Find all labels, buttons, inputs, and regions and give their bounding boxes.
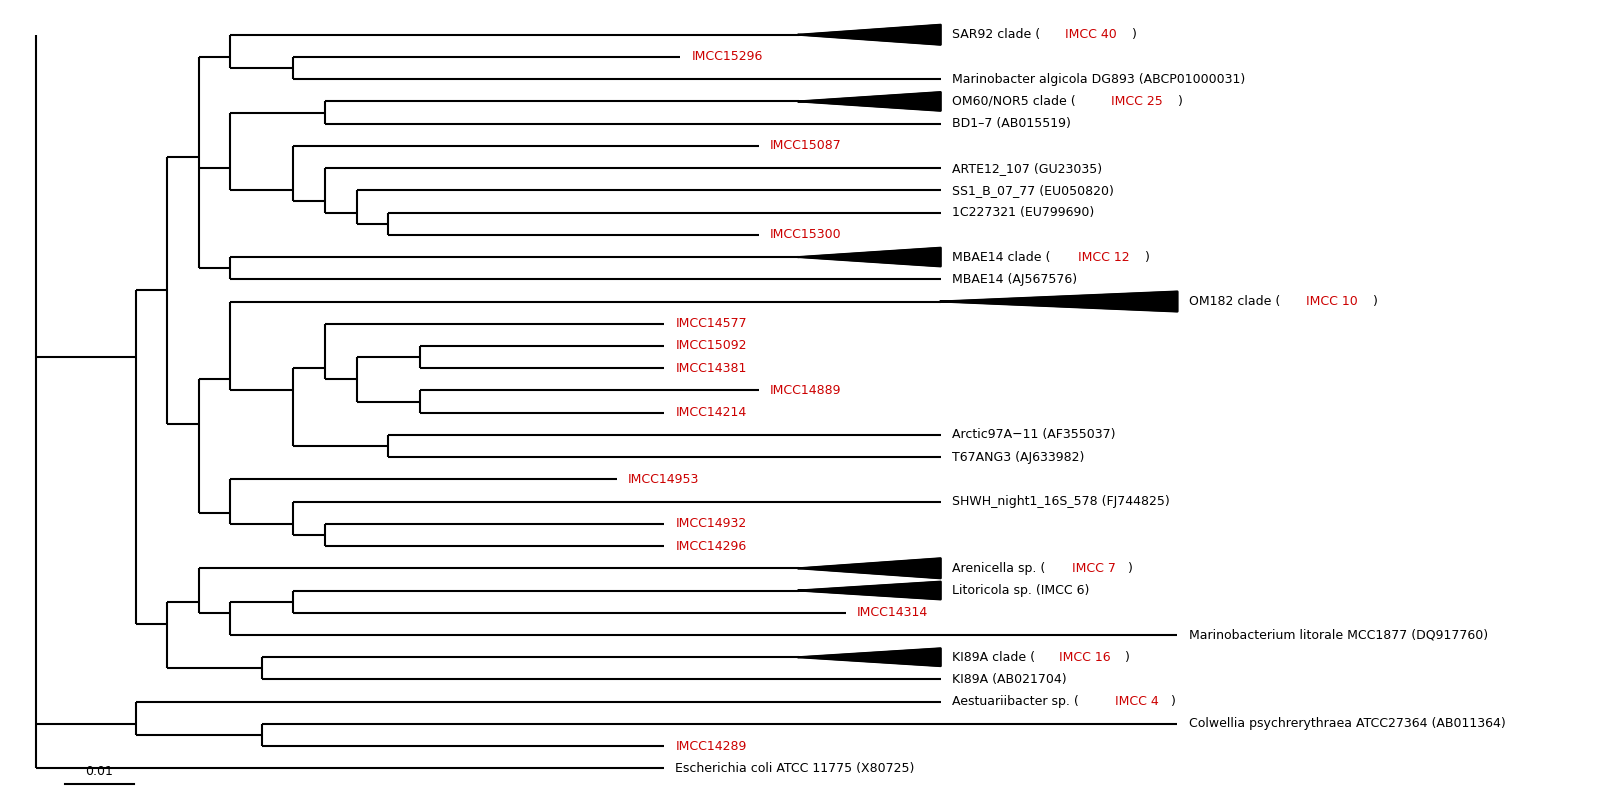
Text: ): ) <box>1129 562 1134 575</box>
Text: KI89A clade (: KI89A clade ( <box>952 651 1034 664</box>
Text: OM182 clade (: OM182 clade ( <box>1189 295 1279 308</box>
Text: IMCC14889: IMCC14889 <box>769 384 842 397</box>
Text: BD1–7 (AB015519): BD1–7 (AB015519) <box>952 117 1071 130</box>
Text: ARTE12_107 (GU23035): ARTE12_107 (GU23035) <box>952 162 1102 174</box>
Text: IMCC 40: IMCC 40 <box>1065 29 1116 41</box>
Polygon shape <box>798 558 940 578</box>
Polygon shape <box>798 92 940 111</box>
Text: MBAE14 clade (: MBAE14 clade ( <box>952 250 1050 264</box>
Polygon shape <box>940 291 1177 311</box>
Text: IMCC15296: IMCC15296 <box>692 51 763 63</box>
Text: 1C227321 (EU799690): 1C227321 (EU799690) <box>952 206 1094 219</box>
Text: 0.01: 0.01 <box>85 765 113 779</box>
Polygon shape <box>798 25 940 44</box>
Text: T67ANG3 (AJ633982): T67ANG3 (AJ633982) <box>952 451 1084 463</box>
Text: ): ) <box>1132 29 1137 41</box>
Text: IMCC 12: IMCC 12 <box>1079 250 1131 264</box>
Text: IMCC 4: IMCC 4 <box>1115 695 1158 708</box>
Text: IMCC 16: IMCC 16 <box>1058 651 1110 664</box>
Text: MBAE14 (AJ567576): MBAE14 (AJ567576) <box>952 272 1077 286</box>
Text: Marinobacter algicola DG893 (ABCP01000031): Marinobacter algicola DG893 (ABCP0100003… <box>952 73 1245 86</box>
Text: Marinobacterium litorale MCC1877 (DQ917760): Marinobacterium litorale MCC1877 (DQ9177… <box>1189 629 1487 642</box>
Text: IMCC 7: IMCC 7 <box>1073 562 1116 575</box>
Text: SS1_B_07_77 (EU050820): SS1_B_07_77 (EU050820) <box>952 184 1113 197</box>
Text: OM60/NOR5 clade (: OM60/NOR5 clade ( <box>952 95 1076 108</box>
Text: Escherichia coli ATCC 11775 (X80725): Escherichia coli ATCC 11775 (X80725) <box>676 762 915 775</box>
Polygon shape <box>798 248 940 266</box>
Text: ): ) <box>1171 695 1176 708</box>
Text: IMCC14577: IMCC14577 <box>676 318 747 330</box>
Text: IMCC15300: IMCC15300 <box>769 228 842 242</box>
Text: IMCC14314: IMCC14314 <box>857 606 927 619</box>
Text: IMCC14289: IMCC14289 <box>676 740 747 752</box>
Polygon shape <box>798 581 940 600</box>
Text: IMCC14932: IMCC14932 <box>676 517 747 531</box>
Text: IMCC 25: IMCC 25 <box>1111 95 1163 108</box>
Text: Aestuariibacter sp. (: Aestuariibacter sp. ( <box>952 695 1079 708</box>
Text: SHWH_night1_16S_578 (FJ744825): SHWH_night1_16S_578 (FJ744825) <box>952 495 1169 508</box>
Text: IMCC 10: IMCC 10 <box>1307 295 1358 308</box>
Text: ): ) <box>1145 250 1150 264</box>
Text: IMCC15087: IMCC15087 <box>769 139 842 152</box>
Text: IMCC14296: IMCC14296 <box>676 539 747 553</box>
Text: IMCC14381: IMCC14381 <box>676 362 747 375</box>
Text: IMCC14214: IMCC14214 <box>676 406 747 419</box>
Text: Litoricola sp. (IMCC 6): Litoricola sp. (IMCC 6) <box>952 584 1089 597</box>
Text: Arctic97A−11 (AF355037): Arctic97A−11 (AF355037) <box>952 428 1115 441</box>
Text: IMCC14953: IMCC14953 <box>627 473 700 485</box>
Text: ): ) <box>1126 651 1131 664</box>
Text: SAR92 clade (: SAR92 clade ( <box>952 29 1040 41</box>
Text: KI89A (AB021704): KI89A (AB021704) <box>952 673 1066 686</box>
Polygon shape <box>798 649 940 666</box>
Text: Arenicella sp. (: Arenicella sp. ( <box>952 562 1045 575</box>
Text: Colwellia psychrerythraea ATCC27364 (AB011364): Colwellia psychrerythraea ATCC27364 (AB0… <box>1189 718 1505 730</box>
Text: ): ) <box>1177 95 1182 108</box>
Text: IMCC15092: IMCC15092 <box>676 340 747 352</box>
Text: ): ) <box>1373 295 1378 308</box>
